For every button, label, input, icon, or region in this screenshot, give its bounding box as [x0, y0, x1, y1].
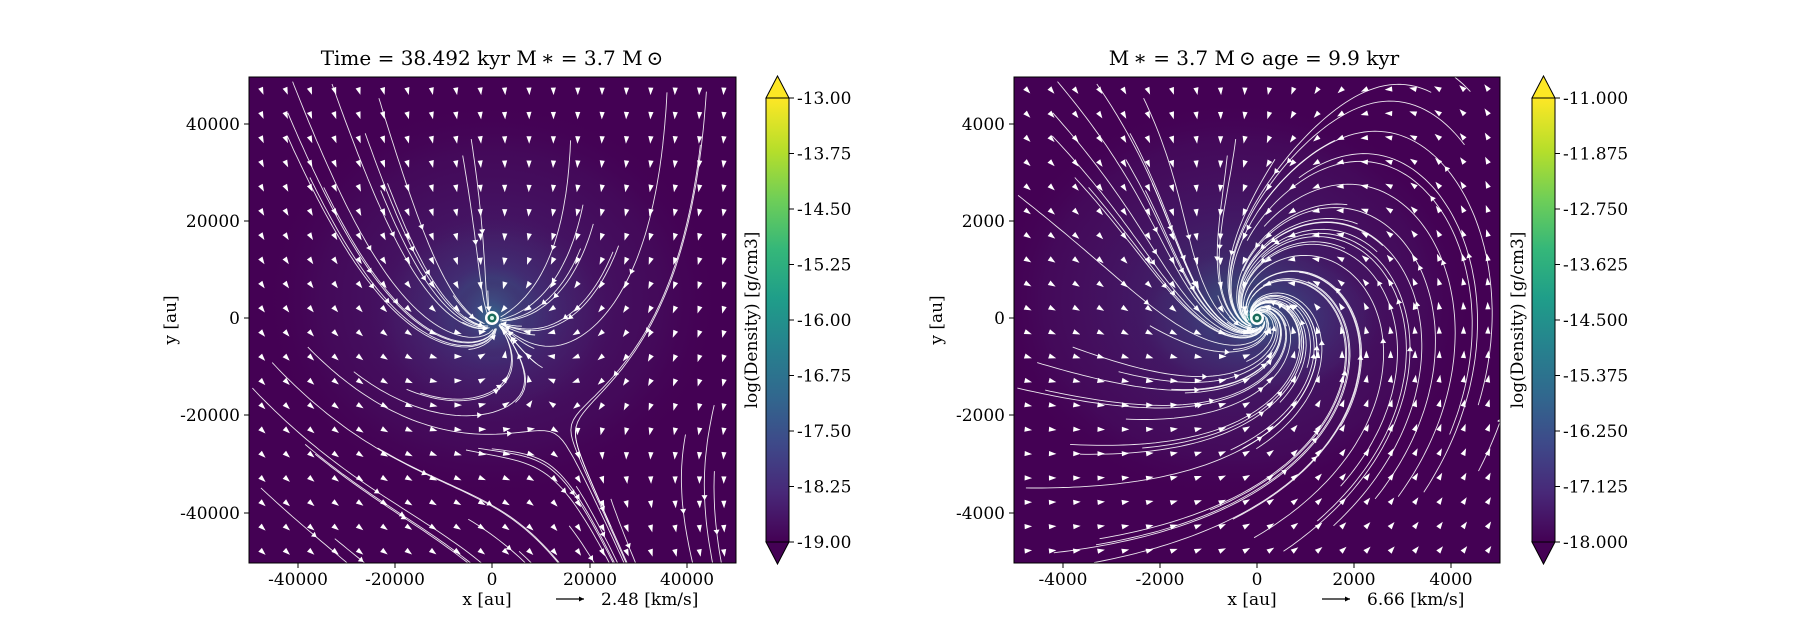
y-axis-label: y [au] [161, 295, 181, 345]
colorbar-tick-label: -13.625 [1563, 256, 1628, 276]
quiver-key-right: 6.66 [km/s] [1322, 590, 1464, 610]
colorbar-tick-label: -19.00 [797, 533, 851, 553]
x-axis-label: x [au] [462, 590, 511, 610]
x-tick-label: 0 [1252, 570, 1263, 590]
colorbar-tick-label: -14.50 [797, 200, 851, 220]
star-marker-right [1250, 311, 1264, 325]
x-axis-label: x [au] [1227, 590, 1276, 610]
x-tick-label: -4000 [1038, 570, 1087, 590]
velocity-arrows-left [258, 86, 727, 557]
colorbar-right: -11.000 -11.875 -12.750 -13.625 -14.500 -15.3… [1508, 74, 1628, 566]
colorbar-tick-label: -15.375 [1563, 367, 1628, 387]
colorbar-tick-label: -18.000 [1563, 533, 1628, 553]
x-tick-label: 4000 [1429, 570, 1472, 590]
y-tick-label: 4000 [962, 115, 1005, 135]
colorbar-tick-label: -18.25 [797, 478, 851, 498]
x-tick-label: -20000 [365, 570, 425, 590]
y-tick-label: -40000 [180, 504, 240, 524]
colorbar-tick-label: -16.00 [797, 311, 851, 331]
colorbar-left: -13.00 -13.75 -14.50 -15.25 -16.00 -16.75 -17.… [742, 74, 851, 566]
quiver-key-left: 2.48 [km/s] [556, 590, 698, 610]
x-tick-label: 20000 [563, 570, 617, 590]
panel-right: M ∗ = 3.7 M ⊙ age = 9.9 kyr -4000 -2000 [927, 46, 1628, 610]
y-tick-label: 2000 [962, 212, 1005, 232]
streamlines-right [1017, 77, 1500, 563]
colorbar-tick-label: -17.50 [797, 422, 851, 442]
panel-left-title: Time = 38.492 kyr M ∗ = 3.7 M ⊙ [321, 46, 664, 70]
colorbar-tick-label: -15.25 [797, 256, 851, 276]
colorbar-tick-label: -12.750 [1563, 200, 1628, 220]
y-tick-label: -4000 [956, 504, 1005, 524]
y-axis-right: 4000 2000 0 -2000 -4000 y [au] [927, 115, 1014, 524]
y-tick-label: 20000 [186, 212, 240, 232]
colorbar-tick-label: -14.500 [1563, 311, 1628, 331]
y-tick-label: -2000 [956, 406, 1005, 426]
star-marker-left [485, 311, 499, 325]
colorbar-label: log(Density) [g/cm3] [1508, 232, 1528, 409]
density-map-left [249, 77, 736, 563]
y-tick-label: 40000 [186, 115, 240, 135]
x-tick-label: -40000 [268, 570, 328, 590]
y-axis-left: 40000 20000 0 -20000 -40000 y [au] [161, 115, 249, 524]
y-tick-label: 0 [229, 309, 240, 329]
colorbar-label: log(Density) [g/cm3] [742, 232, 762, 409]
x-axis-left: -40000 -20000 0 20000 40000 x [au] [268, 563, 714, 610]
colorbar-tick-label: -13.75 [797, 145, 851, 165]
y-axis-label: y [au] [927, 295, 947, 345]
panel-left: Time = 38.492 kyr M ∗ = 3.7 M ⊙ -40000 -… [161, 46, 851, 610]
x-tick-label: 0 [487, 570, 498, 590]
x-axis-right: -4000 -2000 0 2000 4000 x [au] [1038, 563, 1473, 610]
colorbar-tick-label: -16.75 [797, 367, 851, 387]
colorbar-tick-label: -11.875 [1563, 145, 1628, 165]
colorbar-tick-label: -16.250 [1563, 422, 1628, 442]
y-tick-label: 0 [994, 309, 1005, 329]
x-tick-label: 40000 [660, 570, 714, 590]
colorbar-tick-label: -11.000 [1563, 89, 1628, 109]
panel-right-title: M ∗ = 3.7 M ⊙ age = 9.9 kyr [1109, 46, 1400, 70]
x-tick-label: -2000 [1135, 570, 1184, 590]
y-tick-label: -20000 [180, 406, 240, 426]
quiver-key-label: 6.66 [km/s] [1367, 590, 1464, 610]
colorbar-tick-label: -13.00 [797, 89, 851, 109]
velocity-arrows-right [1023, 84, 1492, 554]
quiver-key-label: 2.48 [km/s] [601, 590, 698, 610]
x-tick-label: 2000 [1332, 570, 1375, 590]
colorbar-tick-label: -17.125 [1563, 478, 1628, 498]
